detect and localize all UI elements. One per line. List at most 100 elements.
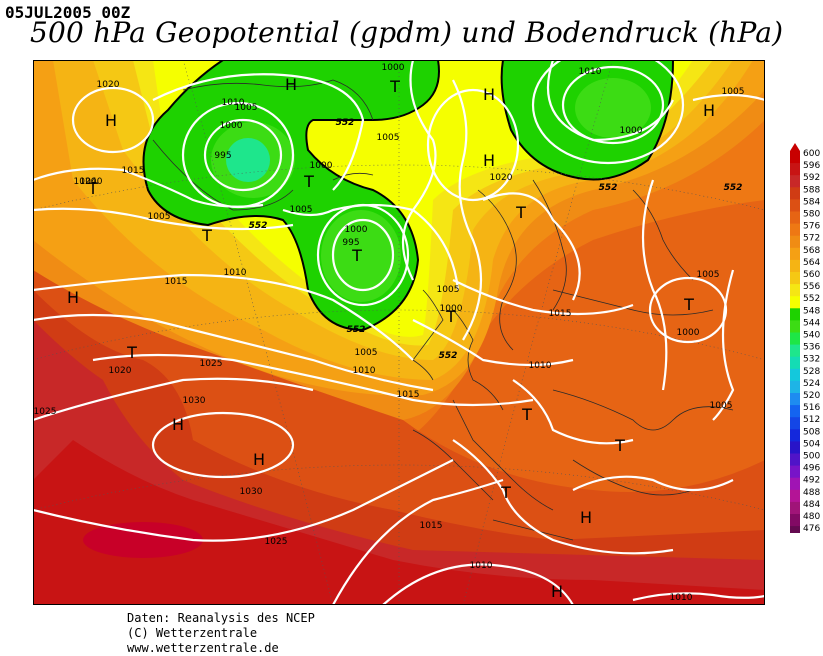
high-center: H xyxy=(580,508,592,527)
scale-swatch xyxy=(790,296,800,309)
isobar-label: 1015 xyxy=(165,277,188,287)
height-band-596 xyxy=(33,440,765,605)
isobar-label: 1040 xyxy=(80,177,103,187)
scale-label: 600 xyxy=(803,149,820,159)
isobar-label: 1005 xyxy=(290,205,313,215)
high-center: H xyxy=(483,151,495,170)
scale-label: 540 xyxy=(803,331,820,341)
isobar-label: 1020 xyxy=(97,80,120,90)
scale-swatch xyxy=(790,320,800,333)
scale-swatch xyxy=(790,465,800,479)
scale-label: 496 xyxy=(803,464,820,474)
scale-label: 476 xyxy=(803,524,820,533)
scale-label: 548 xyxy=(803,306,820,316)
isobar-label: 1030 xyxy=(183,396,206,406)
scale-label: 584 xyxy=(803,197,820,207)
scale-label: 484 xyxy=(803,500,820,510)
isobar-label: 1025 xyxy=(265,537,288,547)
trough-core-greenland-inner xyxy=(226,138,270,182)
scale-label: 564 xyxy=(803,258,820,268)
low-center: T xyxy=(521,405,532,424)
weather-map: 1020 1015 1010 1005 1000 1005 1000 995 1… xyxy=(33,60,765,605)
pressure-labels: 1020 1015 1010 1005 1000 1005 1000 995 1… xyxy=(34,63,745,603)
scale-swatch xyxy=(790,163,800,176)
isobar-label: 1030 xyxy=(240,487,263,497)
color-scale-legend: 600 596 592 588 584 580 576 572 568 564 560 556 552 5… xyxy=(790,143,820,533)
low-center: T xyxy=(126,343,137,362)
isobar-label: 1020 xyxy=(109,366,132,376)
scale-swatch xyxy=(790,356,800,370)
scale-swatch xyxy=(790,272,800,285)
scale-label: 528 xyxy=(803,367,820,377)
scale-swatch xyxy=(790,199,800,212)
isobar-label: 1015 xyxy=(122,166,145,176)
isobar-label: 1010 xyxy=(224,268,247,278)
map-title: 500 hPa Geopotential (gpdm) und Bodendru… xyxy=(30,16,784,49)
isobar-label: 1000 xyxy=(345,225,368,235)
scale-swatch xyxy=(790,223,800,237)
credits-data-source: Daten: Reanalysis des NCEP xyxy=(127,611,315,625)
scale-swatch xyxy=(790,405,800,418)
scale-swatch xyxy=(790,308,800,321)
scale-swatch xyxy=(790,151,800,164)
scale-label: 480 xyxy=(803,512,820,522)
scale-swatch xyxy=(790,417,800,430)
credits-website: www.wetterzentrale.de xyxy=(127,641,279,655)
isobars xyxy=(33,60,765,605)
low-center: T xyxy=(201,226,212,245)
scale-swatch xyxy=(790,175,800,188)
map-frame xyxy=(33,60,765,605)
scale-swatch xyxy=(790,332,800,346)
scale-label: 568 xyxy=(803,246,820,256)
isobar-label: 1015 xyxy=(420,521,443,531)
scale-swatch xyxy=(790,235,800,249)
isobar-label: 1005 xyxy=(722,87,745,97)
scale-label: 544 xyxy=(803,318,820,328)
isobar-label: 1005 xyxy=(710,401,733,411)
height-label-552: 552 xyxy=(439,351,458,361)
isobar-label: 995 xyxy=(342,238,359,248)
isobar-label: 1005 xyxy=(355,348,378,358)
scale-swatch xyxy=(790,501,800,515)
isobar-label: 1000 xyxy=(677,328,700,338)
isobar-label: 1005 xyxy=(437,285,460,295)
scale-label: 592 xyxy=(803,173,820,183)
scale-swatch xyxy=(790,344,800,358)
isobar-label: 1010 xyxy=(222,98,245,108)
low-center: T xyxy=(445,307,456,326)
high-center: H xyxy=(551,582,563,601)
isobar-label: 1020 xyxy=(490,173,513,183)
isobar-label: 1000 xyxy=(310,161,333,171)
scale-label: 524 xyxy=(803,379,820,389)
scale-label: 504 xyxy=(803,439,820,449)
coastlines xyxy=(152,79,734,541)
isobar-label: 1010 xyxy=(353,366,376,376)
scale-swatch xyxy=(790,453,800,467)
scale-swatch xyxy=(790,247,800,261)
isobar-label: 1010 xyxy=(670,593,693,603)
high-center: H xyxy=(285,75,297,94)
scale-swatch xyxy=(790,187,800,200)
isobar-label: 1000 xyxy=(440,304,463,314)
credits: Daten: Reanalysis des NCEP (C) Wetterzen… xyxy=(127,611,315,656)
scale-label: 532 xyxy=(803,355,820,365)
scale-swatch xyxy=(790,526,800,533)
isobar-label: 1025 xyxy=(34,407,57,417)
low-center: T xyxy=(87,179,98,198)
scale-arrow-top xyxy=(790,143,800,151)
isobar-label: 1005 xyxy=(697,270,720,280)
scale-label: 560 xyxy=(803,270,820,280)
scale-label: 580 xyxy=(803,210,820,220)
low-center: T xyxy=(351,246,362,265)
isobar-label: 1005 xyxy=(377,133,400,143)
scale-swatch xyxy=(790,429,800,442)
high-center: H xyxy=(172,415,184,434)
date-label: 05JUL2005 00Z xyxy=(5,3,131,22)
isobar-label: 1015 xyxy=(397,390,420,400)
contour-552-west xyxy=(142,60,440,332)
isobar-label: 1005 xyxy=(235,103,258,113)
isobar-label: 1010 xyxy=(529,361,552,371)
scale-label: 588 xyxy=(803,185,820,195)
low-center: T xyxy=(683,295,694,314)
scale-swatch xyxy=(790,211,800,225)
